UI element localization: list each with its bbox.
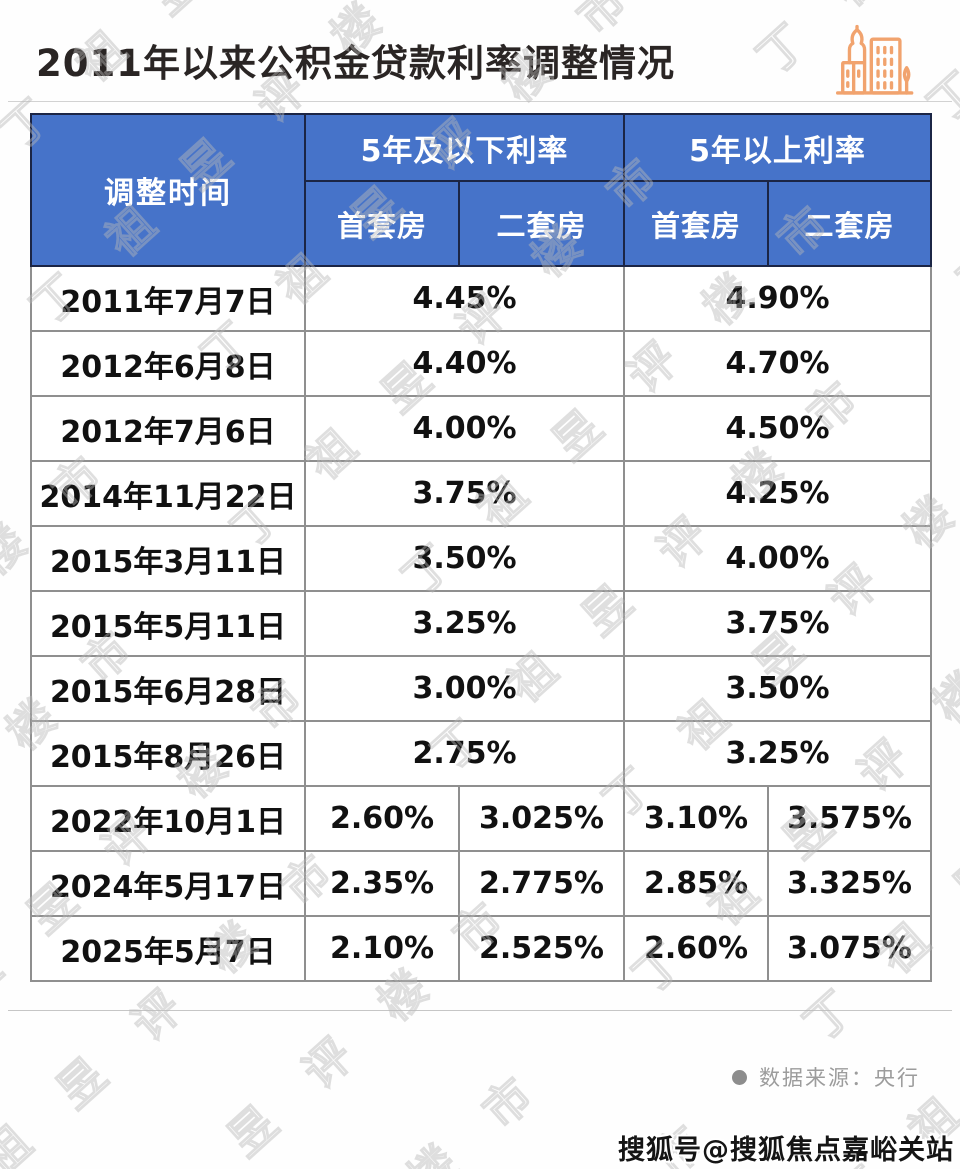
table-row: 2012年6月8日 4.40% 4.70% [30,330,932,397]
rate-value: 2.775% [458,850,625,917]
table-row: 2014年11月22日 3.75% 4.25% [30,460,932,527]
row-date: 2012年6月8日 [30,330,306,397]
rate-value: 3.25% [623,720,932,787]
rate-value: 3.325% [767,850,932,917]
rate-value: 4.00% [623,525,932,592]
rate-value: 3.75% [304,460,625,527]
rate-value: 2.525% [458,915,625,982]
bottom-divider [8,1010,952,1011]
row-date: 2015年5月11日 [30,590,306,657]
rate-value: 4.40% [304,330,625,397]
rate-value: 3.50% [304,525,625,592]
table-header: 调整时间 5年及以下利率 5年以上利率 首套房 二套房 首套房 二套房 [30,113,932,267]
sohu-account-stamp: 搜狐号@搜狐焦点嘉峪关站 [618,1135,954,1166]
row-date: 2015年8月26日 [30,720,306,787]
row-date: 2022年10月1日 [30,785,306,852]
row-date: 2014年11月22日 [30,460,306,527]
source-note: 数据来源：央行 [732,1062,920,1092]
header-adjust-time: 调整时间 [30,113,306,267]
rate-value: 4.50% [623,395,932,462]
rate-value: 3.575% [767,785,932,852]
rate-value: 3.25% [304,590,625,657]
title-bar: 2011年以来公积金贷款利率调整情况 [36,24,924,96]
row-date: 2024年5月17日 [30,850,306,917]
table-row: 2015年8月26日 2.75% 3.25% [30,720,932,787]
rate-value: 3.00% [304,655,625,722]
page-title: 2011年以来公积金贷款利率调整情况 [36,42,675,85]
header-below5-first-home: 首套房 [304,180,460,267]
rate-value: 4.90% [623,265,932,332]
rate-value: 3.075% [767,915,932,982]
rate-value: 4.45% [304,265,625,332]
row-date: 2015年6月28日 [30,655,306,722]
dot-icon [732,1069,747,1085]
header-above5-first-home: 首套房 [623,180,769,267]
rate-value: 4.25% [623,460,932,527]
rate-value: 2.60% [623,915,769,982]
row-date: 2011年7月7日 [30,265,306,332]
rates-table: 调整时间 5年及以下利率 5年以上利率 首套房 二套房 首套房 二套房 2011… [30,113,932,982]
rate-value: 3.75% [623,590,932,657]
title-divider [8,101,952,102]
table-row: 2025年5月7日 2.10% 2.525% 2.60% 3.075% [30,915,932,982]
table-row: 2015年5月11日 3.25% 3.75% [30,590,932,657]
rate-value: 2.75% [304,720,625,787]
row-date: 2025年5月7日 [30,915,306,982]
rate-value: 2.85% [623,850,769,917]
rate-value: 2.60% [304,785,460,852]
table-body: 2011年7月7日 4.45% 4.90% 2012年6月8日 4.40% 4.70% 20… [30,265,932,982]
table-row: 2012年7月6日 4.00% 4.50% [30,395,932,462]
rate-value: 3.025% [458,785,625,852]
source-text: 数据来源：央行 [759,1066,920,1090]
row-date: 2012年7月6日 [30,395,306,462]
rate-value: 2.10% [304,915,460,982]
table-row: 2022年10月1日 2.60% 3.025% 3.10% 3.575% [30,785,932,852]
table-row: 2024年5月17日 2.35% 2.775% 2.85% 3.325% [30,850,932,917]
header-below5-second-home: 二套房 [458,180,625,267]
rate-value: 3.50% [623,655,932,722]
buildings-icon [830,24,916,102]
header-group-below5: 5年及以下利率 [304,113,625,182]
table-row: 2015年6月28日 3.00% 3.50% [30,655,932,722]
header-group-above5: 5年以上利率 [623,113,932,182]
rate-value: 4.70% [623,330,932,397]
row-date: 2015年3月11日 [30,525,306,592]
rate-value: 2.35% [304,850,460,917]
rate-value: 3.10% [623,785,769,852]
table-row: 2015年3月11日 3.50% 4.00% [30,525,932,592]
rate-value: 4.00% [304,395,625,462]
header-above5-second-home: 二套房 [767,180,932,267]
table-wrap: 调整时间 5年及以下利率 5年以上利率 首套房 二套房 首套房 二套房 2011… [30,113,932,982]
table-row: 2011年7月7日 4.45% 4.90% [30,265,932,332]
